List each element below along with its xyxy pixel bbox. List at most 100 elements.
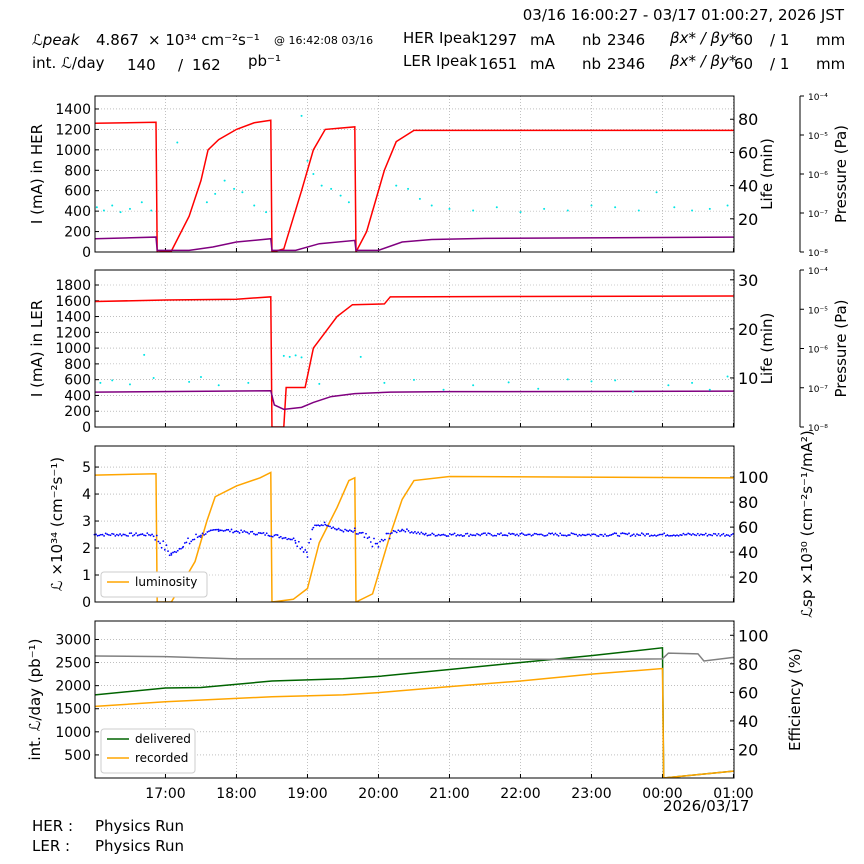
lsp-point: [616, 534, 619, 537]
lsp-point: [299, 547, 302, 550]
lsp-point: [712, 532, 715, 535]
lsp-point: [160, 546, 163, 549]
plot-frame: [94, 95, 735, 253]
lsp-point: [417, 531, 420, 534]
lsp-point: [613, 532, 616, 535]
lsp-point: [317, 524, 320, 527]
y-tick-label: 4: [82, 487, 91, 503]
lsp-point: [114, 535, 117, 537]
lsp-point: [294, 539, 297, 542]
lsp-point: [552, 533, 555, 536]
lsp-point: [107, 533, 110, 536]
lsp-point: [530, 534, 533, 537]
lsp-point: [312, 526, 315, 529]
lsp-point: [379, 540, 381, 543]
lsp-point: [128, 532, 131, 535]
lsp-point: [206, 531, 209, 533]
lsp-point: [668, 535, 670, 537]
life-point: [176, 141, 179, 144]
pressure-tick-label: 10⁻⁴: [808, 93, 828, 103]
y-tick-label: 600: [64, 184, 91, 200]
lsp-point: [315, 524, 318, 527]
y-tick-label: 1400: [55, 102, 91, 118]
lsp-point: [120, 534, 123, 537]
lsp-point: [602, 535, 605, 538]
lsp-point: [728, 535, 731, 538]
life-point: [673, 206, 676, 209]
lsp-point: [395, 531, 398, 534]
lsp-point: [660, 533, 662, 536]
lsp-point: [422, 532, 424, 535]
lsp-point: [570, 532, 573, 535]
y-tick-label: 1200: [55, 325, 91, 341]
y2-tick-label: 100: [738, 468, 769, 487]
lsp-point: [528, 533, 531, 536]
lsp-point: [399, 530, 401, 533]
lsp-point: [536, 533, 539, 536]
lsp-point: [589, 534, 592, 537]
lsp-point: [180, 547, 182, 550]
lsp-point: [426, 534, 429, 537]
lsp-point: [418, 533, 421, 535]
lsp-point: [463, 534, 466, 537]
lsp-point: [600, 533, 603, 536]
lsp-point: [270, 535, 273, 538]
x-tick-label: 21:00: [429, 786, 469, 802]
lsp-point: [583, 534, 586, 537]
lsp-point: [461, 535, 464, 537]
life-point: [294, 354, 297, 357]
lsp-point: [527, 533, 530, 536]
lsp-point: [353, 527, 356, 530]
lsp-point: [610, 533, 613, 536]
life-point: [102, 209, 105, 212]
lsp-point: [190, 540, 193, 543]
life-point: [306, 159, 309, 162]
lsp-point: [508, 532, 510, 535]
lsp-point: [394, 530, 397, 533]
lsp-point: [420, 531, 423, 534]
lsp-point: [240, 529, 243, 532]
lsp-point: [311, 528, 314, 531]
lsp-point: [532, 534, 534, 536]
life-point: [188, 380, 191, 383]
series-line-life: [95, 389, 734, 411]
lsp-point: [655, 535, 658, 537]
lsp-point: [607, 534, 610, 537]
y-tick-label: 1400: [55, 310, 91, 326]
lsp-point: [624, 532, 627, 535]
lsp-point: [407, 530, 410, 532]
lsp-point: [287, 537, 290, 540]
lsp-point: [677, 534, 680, 537]
lsp-point: [703, 533, 706, 536]
lsp-point: [687, 532, 690, 535]
lsp-point: [692, 532, 694, 535]
life-point: [614, 206, 617, 209]
lsp-point: [695, 534, 698, 537]
lsp-point: [301, 546, 303, 549]
lsp-point: [286, 538, 289, 541]
y-tick-label: 2: [82, 541, 91, 557]
lsp-point: [573, 533, 576, 536]
legend: luminosity: [100, 571, 208, 598]
intl-label: int. ℒ/day: [32, 54, 105, 72]
y-tick-label: 800: [64, 357, 91, 373]
lsp-point: [685, 533, 688, 536]
intl-sep: /: [178, 56, 184, 74]
lsp-point: [139, 533, 142, 536]
lsp-point: [704, 532, 707, 535]
ler-bunit: mm: [816, 55, 846, 73]
lsp-point: [133, 533, 136, 536]
lsp-point: [203, 533, 206, 536]
lsp-point: [658, 533, 661, 536]
lsp-point: [647, 533, 650, 535]
life-point: [507, 381, 510, 384]
lsp-point: [392, 529, 395, 532]
y-tick-label: 800: [64, 163, 91, 179]
series-line-current: [95, 295, 734, 427]
lsp-point: [217, 530, 220, 533]
lsp-point: [504, 534, 507, 537]
life-point: [519, 211, 522, 214]
legend-box: [100, 728, 196, 774]
